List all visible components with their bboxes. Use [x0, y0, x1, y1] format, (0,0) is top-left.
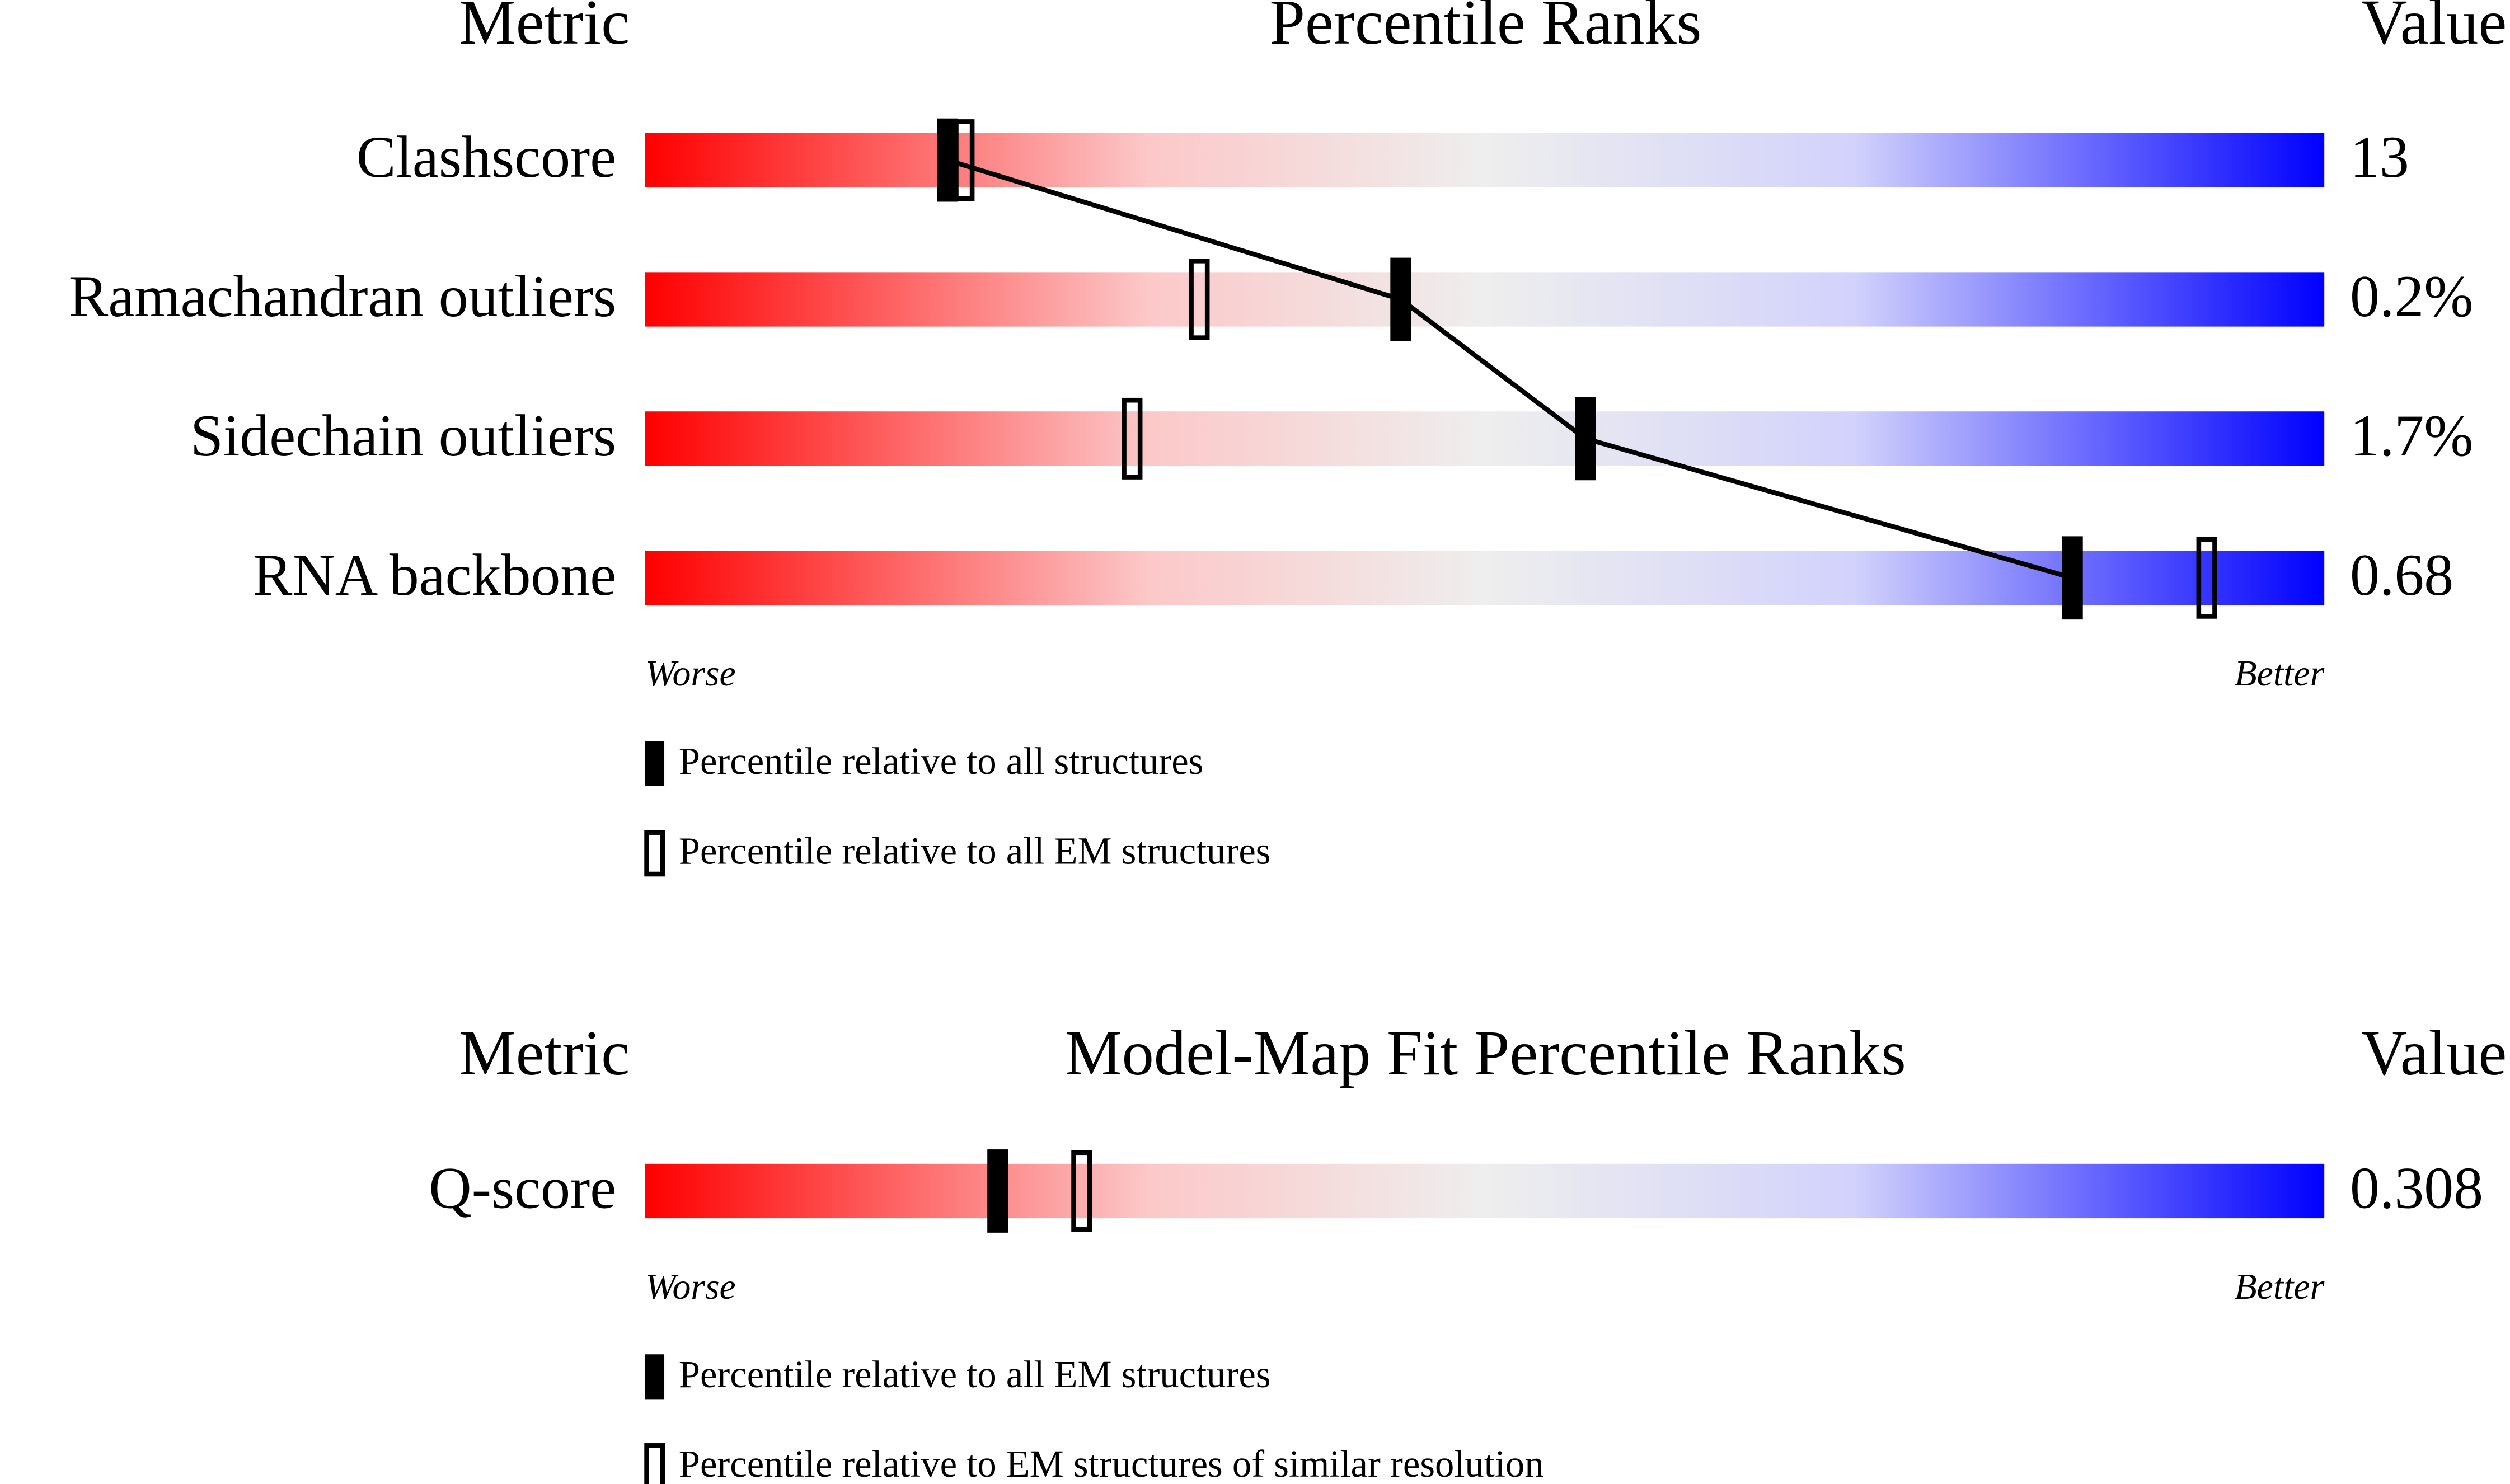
better-label: Better	[2234, 1266, 2324, 1307]
percentile-marker	[1390, 257, 1411, 341]
gradient-bar	[645, 272, 2325, 327]
legend-label: Percentile relative to all structures	[679, 740, 1204, 782]
legend-marker	[645, 741, 665, 786]
metric-value: 0.2%	[2350, 264, 2473, 329]
metric-label: Q-score	[429, 1155, 616, 1220]
percentile-marker-open	[2196, 537, 2217, 619]
metric-value: 1.7%	[2350, 403, 2473, 468]
legend-marker	[645, 1354, 665, 1400]
percentile-marker-open	[1122, 397, 1143, 480]
legend-label: Percentile relative to all EM structures	[679, 829, 1271, 872]
metric-value: 0.308	[2350, 1155, 2483, 1220]
percentile-marker-open	[1071, 1150, 1092, 1232]
metric-value: 13	[2350, 124, 2409, 190]
legend-marker-open	[644, 830, 665, 877]
percentile-marker	[2062, 536, 2083, 620]
percentile-marker	[987, 1149, 1008, 1233]
connector-line	[946, 157, 2073, 580]
chart-title: Model-Map Fit Percentile Ranks	[1065, 1017, 1906, 1088]
gradient-bar	[645, 1163, 2325, 1219]
gradient-bar	[645, 133, 2325, 187]
metric-label: Ramachandran outliers	[69, 264, 616, 329]
legend-label: Percentile relative to EM structures of …	[679, 1443, 1544, 1484]
worse-label: Worse	[645, 1266, 736, 1307]
gradient-bar	[645, 551, 2325, 605]
percentile-marker-open	[954, 119, 975, 201]
metric-label: Clashscore	[356, 124, 616, 190]
gradient-bar	[645, 411, 2325, 466]
metric-label: RNA backbone	[253, 542, 616, 608]
legend-label: Percentile relative to all EM structures	[679, 1353, 1271, 1396]
percentile-marker-open	[1189, 259, 1210, 340]
better-label: Better	[2234, 653, 2324, 694]
chart-title: Percentile Ranks	[1269, 0, 1701, 58]
legend-marker-open	[644, 1443, 665, 1484]
worse-label: Worse	[645, 653, 736, 694]
metric-header: Metric	[459, 1017, 630, 1088]
percentile-marker	[1575, 397, 1596, 481]
value-header: Value	[2361, 1017, 2507, 1088]
metric-value: 0.68	[2350, 542, 2453, 608]
value-header: Value	[2361, 0, 2507, 58]
metric-header: Metric	[459, 0, 630, 58]
metric-label: Sidechain outliers	[190, 403, 616, 468]
